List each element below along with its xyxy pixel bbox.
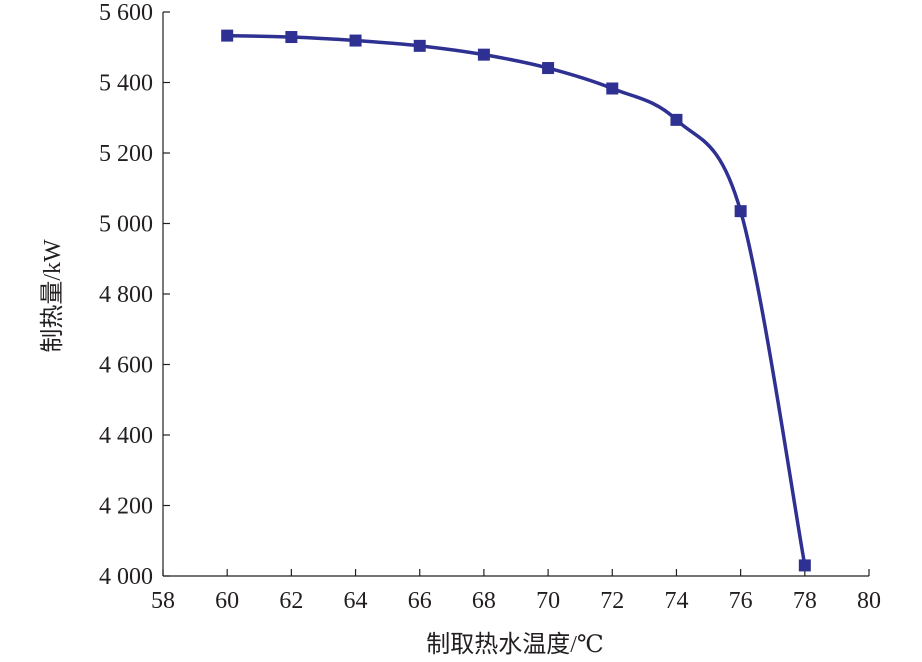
series-line [227,33,807,566]
x-axis-title: 制取热水温度/℃ [426,631,604,658]
x-tick-label: 68 [472,588,496,614]
data-point [606,82,619,95]
x-tick-label: 66 [408,588,432,614]
x-tick-label: 58 [151,588,175,614]
data-point [221,29,234,42]
data-point [670,113,683,126]
y-tick-label: 4 800 [99,282,153,308]
x-tick-label: 64 [344,588,368,614]
y-tick-label: 5 400 [99,71,153,97]
data-point [542,62,555,75]
y-tick-label: 4 000 [99,564,153,590]
x-tick-label: 80 [857,588,881,614]
x-tick-label: 72 [600,588,624,614]
y-tick-label: 4 600 [99,353,153,379]
markers [221,29,811,572]
data-point [349,34,362,47]
y-tick-label: 4 400 [99,423,153,449]
data-point [477,48,490,61]
y-tick-label: 5 000 [99,212,153,238]
axes [162,12,869,577]
x-tick-label: 74 [664,588,688,614]
data-point [734,205,747,218]
y-tick-label: 5 600 [99,0,153,26]
y-tick-label: 4 200 [99,494,153,520]
x-tick-label: 76 [729,588,753,614]
y-axis-title: 制热量/kW [39,239,66,353]
ticks: 4 000 4 200 4 400 4 600 4 800 5 000 5 200 5 400… [99,0,881,614]
x-tick-label: 60 [215,588,239,614]
x-tick-label: 78 [793,588,817,614]
x-tick-label: 70 [536,588,560,614]
y-tick-label: 5 200 [99,141,153,167]
x-tick-label: 62 [279,588,303,614]
data-point [285,31,298,44]
data-point [798,559,811,572]
data-point [413,39,426,52]
